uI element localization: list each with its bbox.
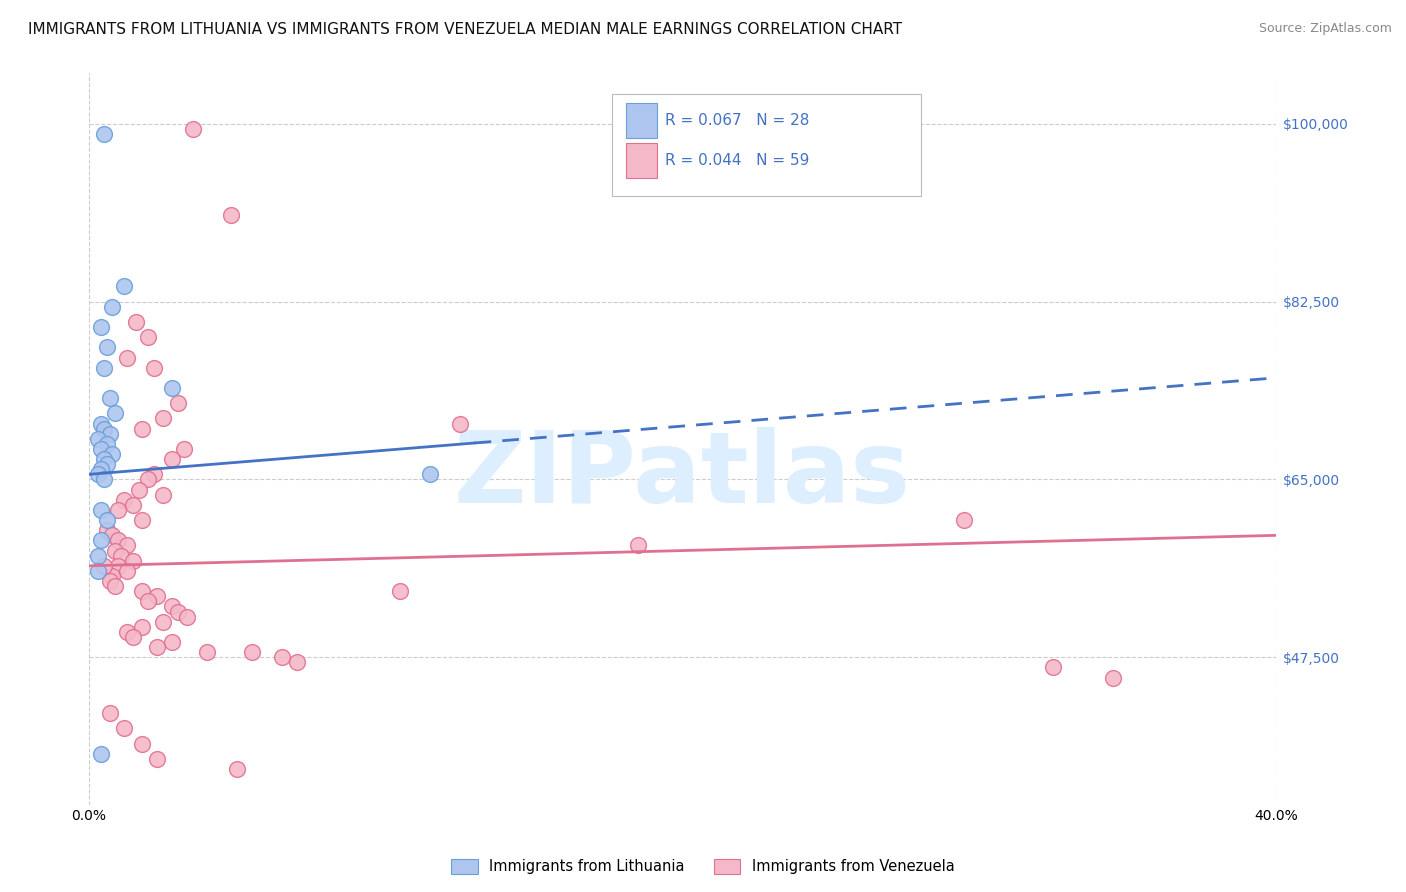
Point bbox=[86, 432, 108, 446]
Point bbox=[117, 564, 139, 578]
Point bbox=[173, 442, 195, 456]
Point bbox=[122, 554, 145, 568]
Point bbox=[285, 656, 308, 670]
Point bbox=[131, 513, 153, 527]
Point bbox=[93, 452, 115, 467]
Point bbox=[160, 635, 183, 649]
Point bbox=[166, 396, 188, 410]
Point bbox=[117, 539, 139, 553]
Point bbox=[146, 752, 169, 766]
Point bbox=[96, 523, 118, 537]
Text: R = 0.044   N = 59: R = 0.044 N = 59 bbox=[665, 153, 810, 168]
Point bbox=[101, 300, 124, 314]
Point bbox=[90, 533, 112, 548]
Point bbox=[176, 609, 198, 624]
Point bbox=[136, 594, 159, 608]
Point bbox=[197, 645, 219, 659]
Point bbox=[90, 320, 112, 334]
Point bbox=[93, 127, 115, 141]
Point bbox=[96, 437, 118, 451]
Point bbox=[152, 615, 174, 629]
Point bbox=[160, 452, 183, 467]
Point bbox=[136, 330, 159, 344]
Point bbox=[1042, 660, 1064, 674]
Point bbox=[101, 528, 124, 542]
Point bbox=[101, 447, 124, 461]
Point bbox=[627, 539, 650, 553]
Point bbox=[152, 488, 174, 502]
Point bbox=[122, 498, 145, 512]
Point bbox=[219, 208, 242, 222]
Point bbox=[93, 558, 115, 573]
Point bbox=[240, 645, 263, 659]
Point bbox=[101, 569, 124, 583]
Point bbox=[128, 483, 150, 497]
Point bbox=[112, 722, 135, 736]
Point bbox=[107, 558, 129, 573]
Point bbox=[131, 422, 153, 436]
Point bbox=[96, 340, 118, 354]
Point bbox=[98, 706, 121, 721]
Point bbox=[90, 503, 112, 517]
Point bbox=[104, 579, 127, 593]
Point bbox=[122, 630, 145, 644]
Point bbox=[131, 737, 153, 751]
Point bbox=[90, 747, 112, 761]
Point bbox=[104, 543, 127, 558]
Point bbox=[93, 360, 115, 375]
Point bbox=[112, 492, 135, 507]
Point bbox=[90, 462, 112, 476]
Point bbox=[112, 279, 135, 293]
Point bbox=[143, 467, 166, 482]
Point bbox=[152, 411, 174, 425]
Point bbox=[90, 417, 112, 431]
Point bbox=[953, 513, 976, 527]
Point bbox=[146, 590, 169, 604]
Point bbox=[98, 391, 121, 405]
Point bbox=[110, 549, 132, 563]
Text: Source: ZipAtlas.com: Source: ZipAtlas.com bbox=[1258, 22, 1392, 36]
Point bbox=[86, 564, 108, 578]
Point bbox=[98, 574, 121, 588]
Point bbox=[143, 360, 166, 375]
Point bbox=[166, 605, 188, 619]
Point bbox=[107, 503, 129, 517]
Point bbox=[1101, 671, 1123, 685]
Point bbox=[136, 472, 159, 486]
Point bbox=[98, 426, 121, 441]
Point bbox=[86, 467, 108, 482]
Point bbox=[146, 640, 169, 654]
Point bbox=[389, 584, 412, 599]
Point bbox=[86, 549, 108, 563]
Text: R = 0.067   N = 28: R = 0.067 N = 28 bbox=[665, 113, 810, 128]
Point bbox=[90, 442, 112, 456]
Point bbox=[270, 650, 292, 665]
Point bbox=[125, 315, 148, 329]
Point bbox=[160, 381, 183, 395]
Point bbox=[107, 533, 129, 548]
Text: IMMIGRANTS FROM LITHUANIA VS IMMIGRANTS FROM VENEZUELA MEDIAN MALE EARNINGS CORR: IMMIGRANTS FROM LITHUANIA VS IMMIGRANTS … bbox=[28, 22, 903, 37]
Point bbox=[104, 406, 127, 420]
Point bbox=[96, 513, 118, 527]
Point bbox=[117, 624, 139, 639]
Point bbox=[131, 620, 153, 634]
Point bbox=[160, 599, 183, 614]
Point bbox=[131, 584, 153, 599]
Text: ZIPatlas: ZIPatlas bbox=[454, 427, 911, 524]
Point bbox=[181, 121, 204, 136]
Point bbox=[96, 457, 118, 471]
Point bbox=[226, 762, 249, 776]
Point bbox=[449, 417, 471, 431]
Point bbox=[419, 467, 441, 482]
Point bbox=[93, 422, 115, 436]
Point bbox=[93, 472, 115, 486]
Legend: Immigrants from Lithuania, Immigrants from Venezuela: Immigrants from Lithuania, Immigrants fr… bbox=[446, 853, 960, 880]
Point bbox=[117, 351, 139, 365]
